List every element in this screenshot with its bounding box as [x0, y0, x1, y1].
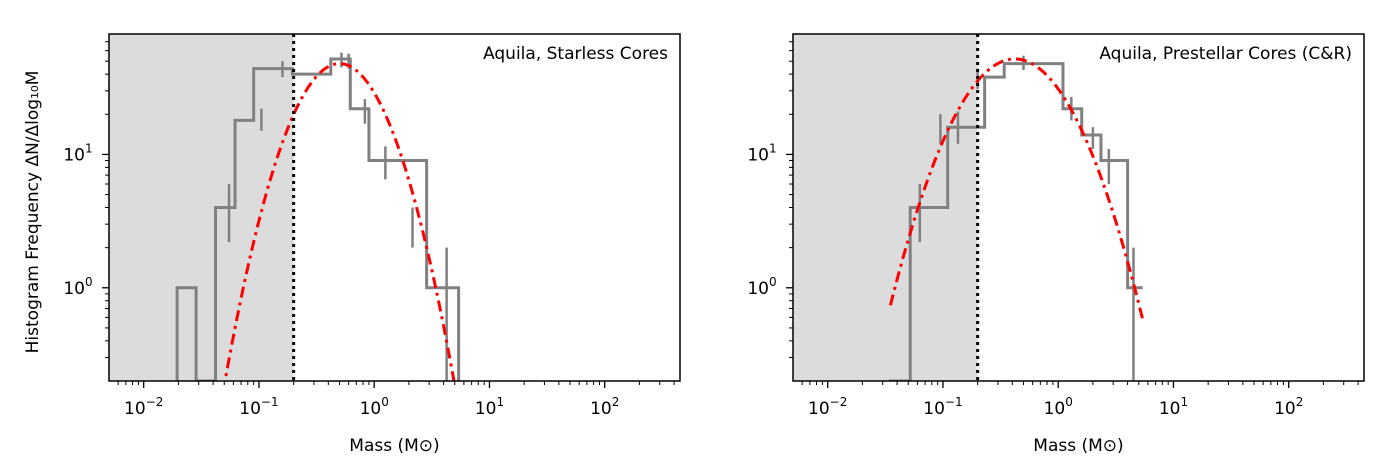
x-axis-label: Mass (M⊙) — [349, 436, 439, 456]
y-axis-label: Histogram Frequency ΔN/Δlog₁₀M — [23, 71, 43, 354]
plot-area — [109, 34, 461, 381]
y-tick-label: 101 — [63, 141, 92, 165]
x-tick-label: 101 — [1159, 395, 1188, 419]
plot-area — [793, 34, 1145, 381]
x-tick-label: 10−2 — [808, 395, 847, 419]
panel-annotation: Aquila, Prestellar Cores (C&R) — [1099, 44, 1352, 64]
x-tick-label: 10−1 — [239, 395, 278, 419]
y-tick-label: 100 — [747, 275, 776, 299]
lognormal-fit — [888, 57, 1145, 320]
incompleteness-shading — [109, 34, 294, 381]
histogram-steps — [175, 57, 461, 381]
panel-annotation: Aquila, Starless Cores — [483, 44, 668, 64]
incompleteness-shading — [793, 34, 978, 381]
lognormal-fit — [223, 62, 456, 381]
y-tick-label: 100 — [63, 275, 92, 299]
chart-panel-prestellar: 10−2 10−1 100 101 102 100 101 Aquila, Prestella… — [747, 33, 1365, 456]
y-tick-label: 101 — [747, 141, 776, 165]
histogram-steps — [888, 62, 1143, 381]
x-tick-label: 102 — [590, 395, 619, 419]
chart-panel-starless: 10−2 10−1 100 101 102 100 101 Aquila, Starless … — [63, 33, 681, 456]
x-tick-label: 10−2 — [124, 395, 163, 419]
x-tick-label: 100 — [1044, 395, 1073, 419]
x-tick-label: 102 — [1274, 395, 1303, 419]
x-axis-label: Mass (M⊙) — [1033, 436, 1123, 456]
x-tick-label: 100 — [360, 395, 389, 419]
x-tick-label: 10−1 — [923, 395, 962, 419]
x-tick-label: 101 — [475, 395, 504, 419]
